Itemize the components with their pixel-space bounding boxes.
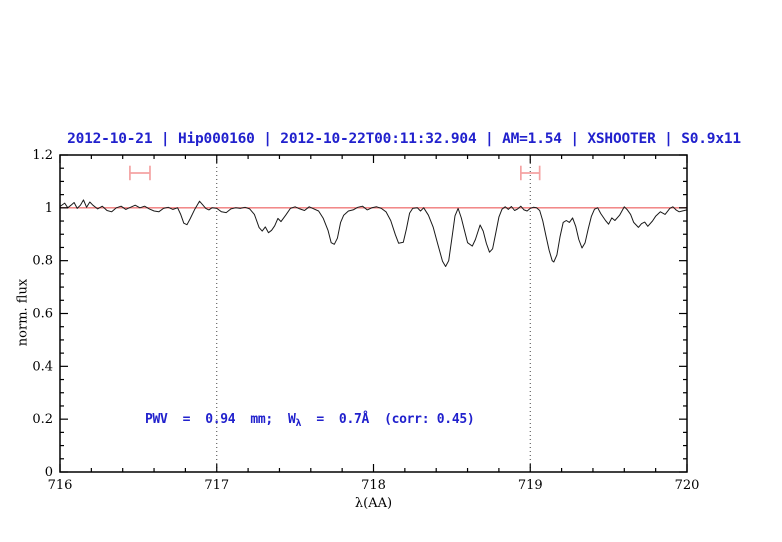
y-tick-label: 0.4 xyxy=(32,359,53,374)
x-tick-label: 718 xyxy=(361,478,386,493)
y-tick-label: 0 xyxy=(45,465,53,480)
x-tick-label: 716 xyxy=(48,478,73,493)
pwv-annotation-prefix: PWV = 0.94 mm; W xyxy=(145,412,296,427)
x-tick-label: 719 xyxy=(518,478,543,493)
pwv-annotation: PWV = 0.94 mm; Wλ = 0.7Å (corr: 0.45) xyxy=(145,412,475,429)
pwv-annotation-subscript: λ xyxy=(295,418,302,429)
pwv-annotation-suffix: = 0.7Å (corr: 0.45) xyxy=(301,412,475,427)
x-axis-title: λ(AA) xyxy=(354,496,393,511)
x-tick-label: 720 xyxy=(675,478,700,493)
plot-title: 2012-10-21 | Hip000160 | 2012-10-22T00:1… xyxy=(67,131,741,147)
y-tick-label: 0.2 xyxy=(32,412,53,427)
spectrum-line xyxy=(59,199,688,267)
y-tick-label: 0.8 xyxy=(32,254,53,269)
y-tick-label: 0.6 xyxy=(32,307,53,322)
y-tick-label: 1 xyxy=(45,201,53,216)
y-tick-label: 1.2 xyxy=(32,148,53,163)
y-axis-title: norm. flux xyxy=(15,278,31,347)
x-tick-label: 717 xyxy=(204,478,229,493)
